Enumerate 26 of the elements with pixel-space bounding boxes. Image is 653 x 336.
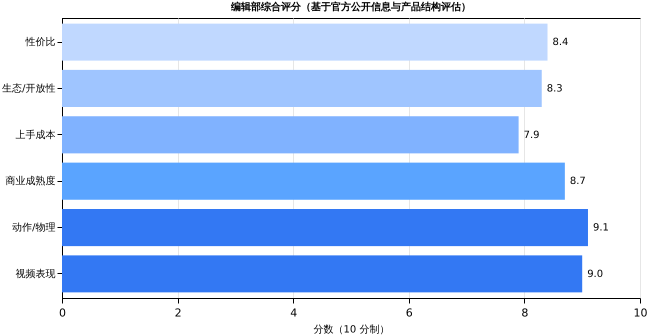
data-label: 7.9 (524, 130, 540, 141)
bar (62, 255, 582, 292)
bar (62, 24, 548, 61)
bar (62, 70, 542, 108)
bar (62, 162, 565, 200)
data-label: 8.7 (570, 176, 586, 188)
data-label: 8.4 (552, 37, 568, 48)
x-tick-label: 6 (406, 306, 413, 320)
y-tick-label: 性价比 (24, 36, 56, 48)
data-label: 9.0 (587, 268, 604, 280)
x-tick-label: 0 (59, 306, 66, 320)
x-tick-label: 10 (634, 306, 648, 320)
y-tick-label: 视频表现 (16, 268, 56, 280)
bar (62, 116, 519, 154)
y-tick-label: 生态/开放性 (2, 82, 56, 94)
x-tick-label: 4 (290, 306, 298, 320)
bar (62, 208, 588, 246)
x-tick-label: 8 (521, 306, 528, 320)
chart-title: 编辑部综合评分（基于官方公开信息与产品结构评估） (230, 1, 471, 13)
x-axis-title: 分数（10 分制） (314, 324, 390, 336)
data-label: 8.3 (546, 83, 563, 94)
x-tick-label: 2 (174, 306, 182, 320)
y-tick-label: 商业成熟度 (6, 175, 56, 188)
y-tick-label: 动作/物理 (12, 222, 56, 234)
data-label: 9.1 (592, 222, 609, 234)
y-tick-label: 上手成本 (16, 128, 56, 141)
